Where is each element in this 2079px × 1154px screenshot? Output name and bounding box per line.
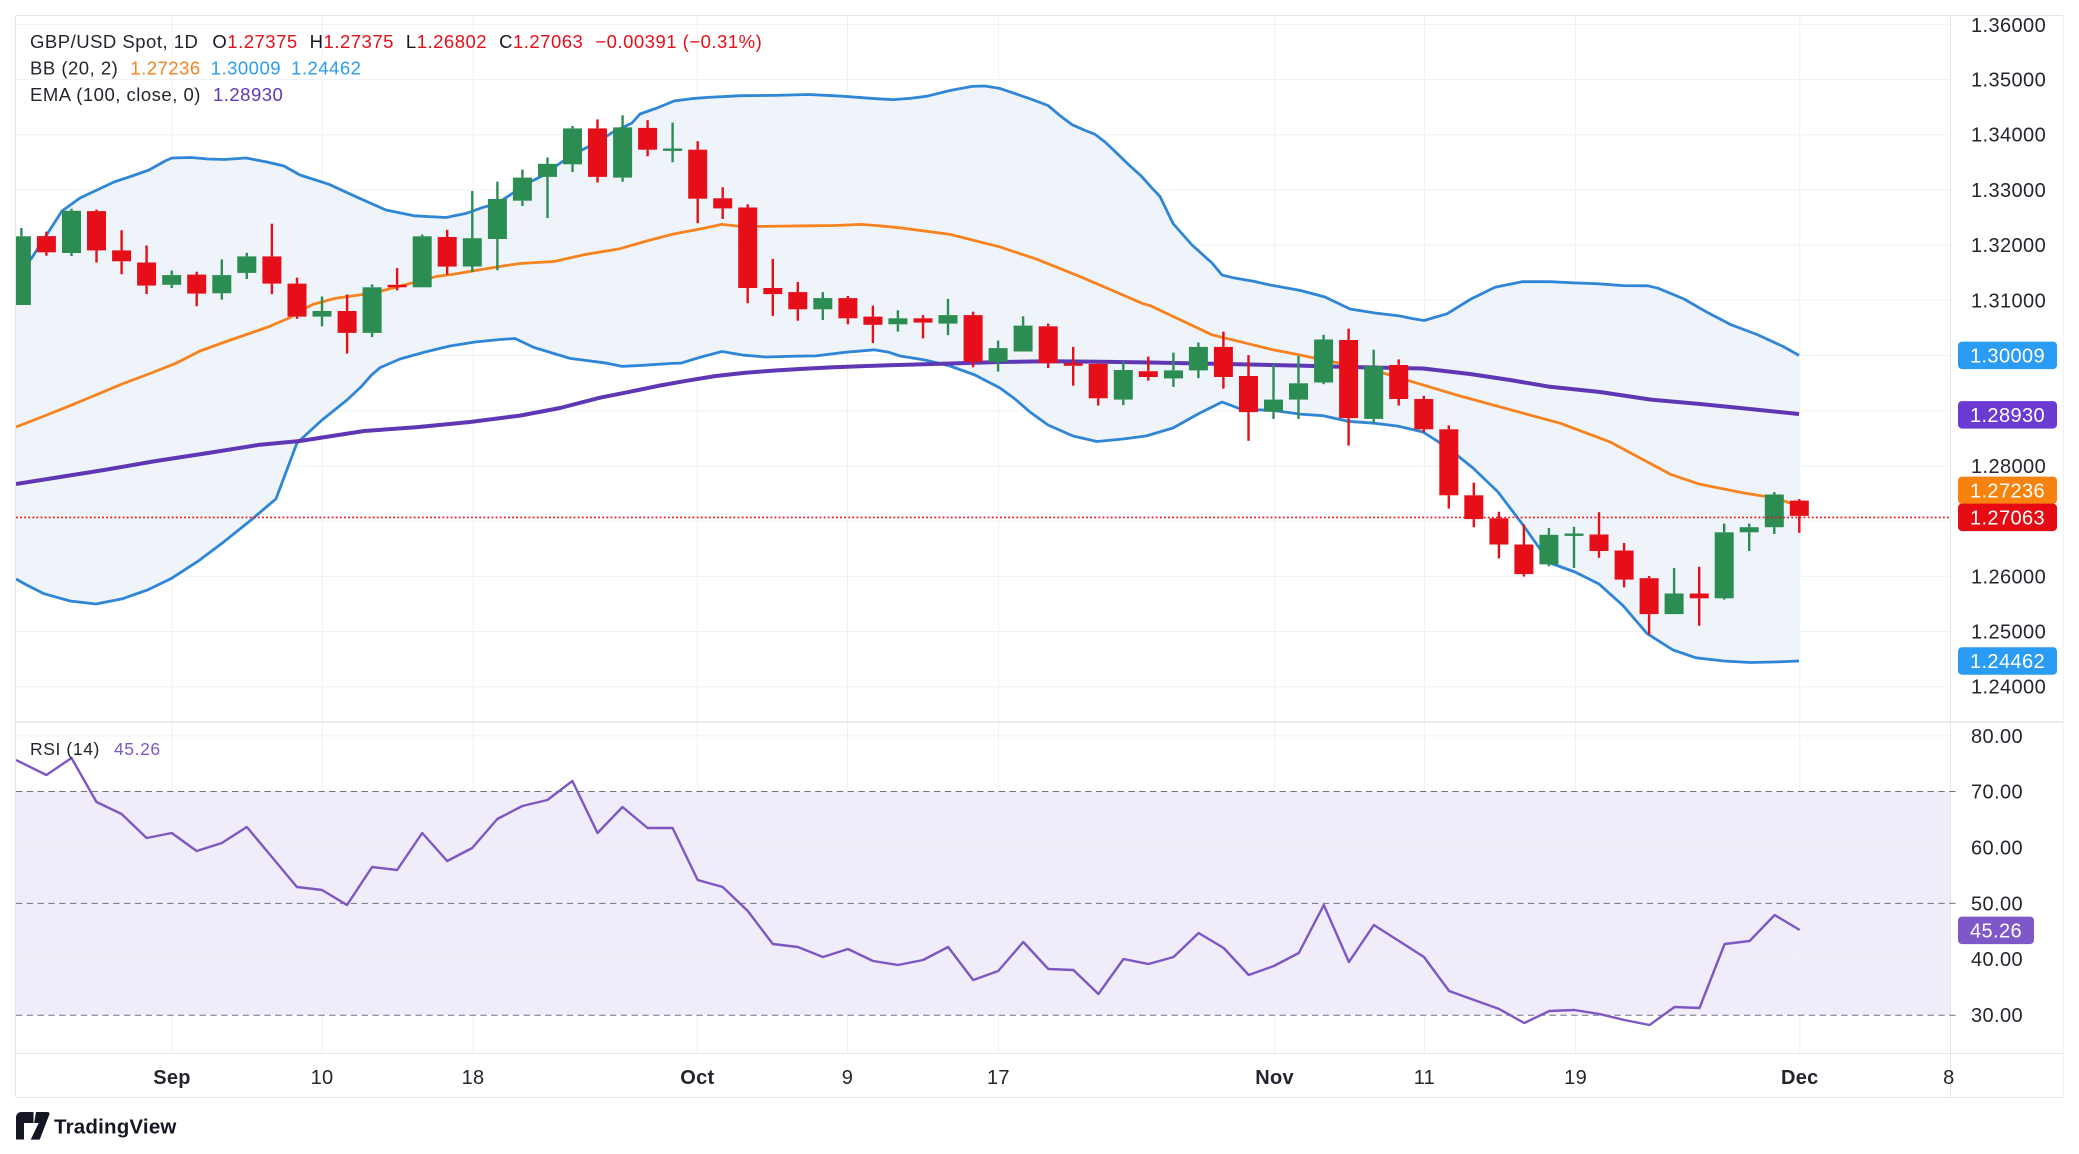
- svg-text:1.28000: 1.28000: [1971, 456, 2046, 478]
- svg-text:70.00: 70.00: [1971, 782, 2023, 804]
- svg-text:Nov: Nov: [1255, 1067, 1294, 1089]
- svg-text:11: 11: [1414, 1067, 1435, 1089]
- svg-text:80.00: 80.00: [1971, 726, 2023, 748]
- svg-text:EMA (100, close, 0)1.28930: EMA (100, close, 0) 1.28930: [30, 84, 283, 105]
- svg-text:1.35000: 1.35000: [1971, 70, 2046, 92]
- svg-text:1.26000: 1.26000: [1971, 566, 2046, 588]
- svg-text:RSI (14)45.26: RSI (14) 45.26: [30, 739, 161, 759]
- svg-text:1.24000: 1.24000: [1971, 677, 2046, 699]
- svg-text:1.31000: 1.31000: [1971, 290, 2046, 312]
- svg-text:Dec: Dec: [1781, 1067, 1819, 1089]
- svg-text:1.25000: 1.25000: [1971, 622, 2046, 644]
- svg-text:TradingView: TradingView: [54, 1116, 177, 1139]
- svg-text:1.30009: 1.30009: [1970, 345, 2045, 367]
- svg-text:1.34000: 1.34000: [1971, 125, 2046, 147]
- svg-text:Sep: Sep: [153, 1067, 191, 1089]
- svg-text:1.24462: 1.24462: [1970, 651, 2045, 673]
- svg-text:1.27236: 1.27236: [1970, 480, 2045, 502]
- svg-text:18: 18: [462, 1067, 485, 1089]
- svg-text:1.32000: 1.32000: [1971, 235, 2046, 257]
- svg-text:50.00: 50.00: [1971, 893, 2023, 915]
- svg-text:8: 8: [1943, 1067, 1954, 1089]
- svg-text:40.00: 40.00: [1971, 949, 2023, 971]
- svg-text:30.00: 30.00: [1971, 1005, 2023, 1027]
- svg-text:1.36000: 1.36000: [1971, 15, 2046, 37]
- svg-text:10: 10: [311, 1067, 334, 1089]
- svg-text:1.33000: 1.33000: [1971, 180, 2046, 202]
- svg-text:60.00: 60.00: [1971, 838, 2023, 860]
- svg-text:Oct: Oct: [680, 1067, 714, 1089]
- svg-text:1.28930: 1.28930: [1970, 405, 2045, 427]
- svg-text:1.27063: 1.27063: [1970, 507, 2045, 529]
- svg-text:19: 19: [1564, 1067, 1587, 1089]
- svg-text:9: 9: [842, 1067, 853, 1089]
- svg-text:17: 17: [987, 1067, 1010, 1089]
- svg-text:45.26: 45.26: [1970, 920, 2022, 942]
